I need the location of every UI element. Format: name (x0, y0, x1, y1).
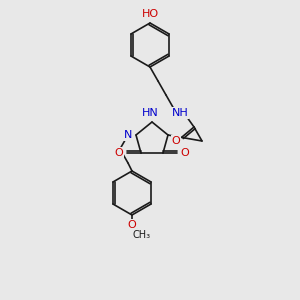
Text: O: O (128, 220, 136, 230)
Text: CH₃: CH₃ (133, 230, 151, 240)
Text: O: O (115, 148, 123, 158)
Text: O: O (172, 136, 180, 146)
Text: HO: HO (141, 9, 159, 19)
Text: NH: NH (172, 108, 188, 118)
Text: O: O (181, 148, 189, 158)
Text: N: N (124, 130, 132, 140)
Text: HN: HN (142, 108, 158, 118)
